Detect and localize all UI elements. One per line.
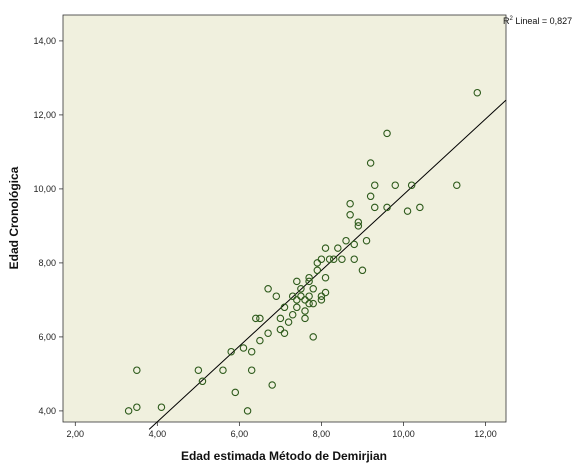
data-point [256, 336, 264, 345]
data-point [293, 277, 301, 286]
data-point [305, 277, 313, 286]
data-point [362, 236, 371, 245]
data-point [268, 381, 276, 389]
data-point [317, 296, 326, 304]
x-tick-label: 2,00 [67, 429, 85, 439]
data-point [407, 181, 416, 189]
y-tick-label: 10,00 [33, 184, 56, 194]
data-point [346, 211, 354, 219]
data-point [284, 318, 293, 326]
data-point [309, 299, 317, 308]
data-point [247, 366, 256, 374]
data-point [297, 285, 305, 293]
data-point [416, 203, 424, 212]
data-point [317, 255, 326, 263]
data-point [317, 292, 326, 300]
data-point [350, 240, 358, 249]
data-point [276, 325, 285, 334]
data-point [305, 292, 313, 300]
data-point [219, 366, 227, 374]
data-point [293, 303, 301, 312]
data-point [280, 329, 289, 337]
data-point [383, 129, 391, 138]
y-tick-label: 6,00 [38, 332, 56, 342]
x-tick-label: 6,00 [231, 429, 249, 439]
plot-area [62, 14, 507, 423]
data-point [276, 314, 285, 323]
data-point [247, 347, 256, 356]
data-point [272, 292, 281, 300]
x-tick-label: 10,00 [392, 429, 415, 439]
data-point [370, 203, 379, 212]
y-tick-label: 12,00 [33, 110, 56, 120]
data-point [346, 199, 354, 208]
data-point [227, 347, 235, 356]
data-point [194, 366, 203, 374]
data-point [391, 181, 399, 189]
data-point [358, 266, 367, 275]
x-tick-label: 8,00 [313, 429, 331, 439]
data-point [309, 333, 317, 341]
y-tick-label: 14,00 [33, 36, 56, 46]
data-point [354, 218, 363, 226]
x-tick-label: 12,00 [474, 429, 497, 439]
data-point [301, 307, 309, 315]
data-point [334, 244, 342, 252]
data-point [366, 159, 375, 167]
fit-line-group [148, 99, 507, 430]
data-point [301, 314, 309, 323]
r2-superscript: 2 [510, 16, 514, 22]
data-point [403, 207, 412, 215]
x-tick-label: 4,00 [149, 429, 167, 439]
data-point [305, 273, 313, 282]
r2-text: Lineal = 0,827 [513, 16, 572, 26]
y-tick-label: 8,00 [38, 258, 56, 268]
x-axis-title: Edad estimada Método de Demirjian [181, 449, 387, 463]
data-point [338, 255, 346, 263]
data-point [366, 192, 375, 201]
data-point [243, 407, 252, 415]
data-point [256, 314, 264, 323]
data-points [124, 88, 482, 415]
data-point [342, 236, 350, 245]
data-point [288, 292, 297, 300]
data-point [293, 296, 301, 304]
data-point [453, 181, 461, 189]
y-axis-title: Edad Cronológica [7, 166, 21, 269]
axes: 2,00 4,00 6,00 8,00 10,00 12,00 4,00 6,00 8,00 10… [33, 36, 496, 439]
data-point [325, 255, 334, 263]
data-point [297, 292, 305, 300]
data-point [198, 377, 207, 386]
data-point [321, 273, 330, 282]
data-point [313, 259, 322, 267]
r2-label: R2 Lineal = 0,827 [503, 16, 572, 26]
data-point [473, 88, 482, 97]
data-point [301, 296, 309, 304]
data-point [329, 255, 338, 263]
data-point [157, 403, 166, 411]
y-tick-label: 4,00 [38, 406, 56, 416]
data-point [133, 366, 141, 374]
data-point [350, 255, 358, 263]
data-point [321, 244, 330, 252]
data-point [264, 285, 272, 293]
data-point [288, 310, 297, 319]
r2-prefix: R [503, 16, 510, 26]
data-point [264, 329, 272, 337]
data-point [305, 299, 313, 308]
data-point [133, 403, 141, 411]
data-point [124, 407, 133, 415]
data-point [313, 266, 322, 275]
fit-line [148, 99, 507, 430]
data-point [370, 181, 379, 189]
data-point [321, 288, 330, 297]
data-point [354, 222, 363, 230]
data-point [309, 285, 317, 293]
data-point [231, 388, 240, 397]
data-point [383, 203, 391, 212]
data-point [252, 314, 260, 323]
data-point [280, 303, 289, 312]
data-point [239, 344, 248, 352]
